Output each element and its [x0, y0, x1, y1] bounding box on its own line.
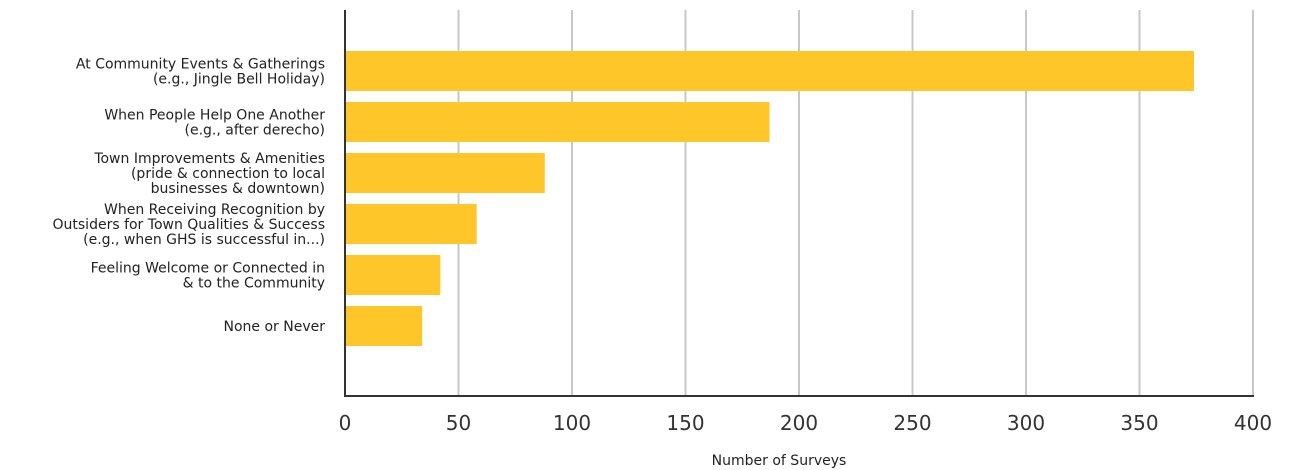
- x-tick-label: 0: [339, 411, 352, 435]
- category-label: Town Improvements & Amenities (pride & co…: [93, 151, 325, 197]
- x-tick-label: 50: [446, 411, 471, 435]
- category-label: Feeling Welcome or Connected in & to the …: [91, 261, 325, 292]
- bars: [345, 51, 1194, 346]
- x-tick-label: 400: [1234, 411, 1272, 435]
- x-tick-label: 350: [1120, 411, 1158, 435]
- x-tick-label: 150: [666, 411, 704, 435]
- bar: [345, 51, 1194, 91]
- category-labels: At Community Events & Gatherings (e.g., J…: [53, 57, 326, 336]
- bar: [345, 102, 770, 142]
- bar: [345, 204, 477, 244]
- category-label-line: Town Improvements & Amenities: [93, 151, 325, 167]
- category-label: When People Help One Another (e.g., after…: [104, 108, 325, 139]
- category-label-line: Outsiders for Town Qualities & Success: [53, 217, 326, 233]
- category-label-line: When People Help One Another: [104, 108, 325, 124]
- category-label-line: (e.g., Jingle Bell Holiday): [153, 72, 325, 88]
- category-label: At Community Events & Gatherings (e.g., J…: [76, 57, 325, 88]
- category-label-line: When Receiving Recognition by: [104, 202, 325, 218]
- axes: [344, 10, 1254, 397]
- category-label-line: At Community Events & Gatherings: [76, 57, 325, 73]
- x-axis-title: Number of Surveys: [712, 453, 847, 469]
- x-tick-label: 300: [1007, 411, 1045, 435]
- category-label-line: None or Never: [224, 319, 326, 335]
- category-label-line: (e.g., when GHS is successful in...): [83, 232, 325, 248]
- category-label: None or Never: [224, 319, 326, 335]
- category-label-line: businesses & downtown): [151, 181, 325, 197]
- category-label-line: Feeling Welcome or Connected in: [91, 261, 325, 277]
- bar: [345, 255, 441, 295]
- bar: [345, 153, 545, 193]
- x-tick-label: 200: [780, 411, 818, 435]
- category-label-line: (pride & connection to local: [131, 166, 325, 182]
- bar: [345, 306, 423, 346]
- category-label-line: & to the Community: [183, 276, 325, 292]
- category-label-line: (e.g., after derecho): [185, 123, 326, 139]
- category-label: When Receiving Recognition by Outsiders f…: [53, 202, 326, 248]
- x-tick-labels: 0 50 100 150 200 250 300 350 400: [339, 411, 1272, 435]
- x-tick-label: 100: [553, 411, 591, 435]
- x-tick-label: 250: [893, 411, 931, 435]
